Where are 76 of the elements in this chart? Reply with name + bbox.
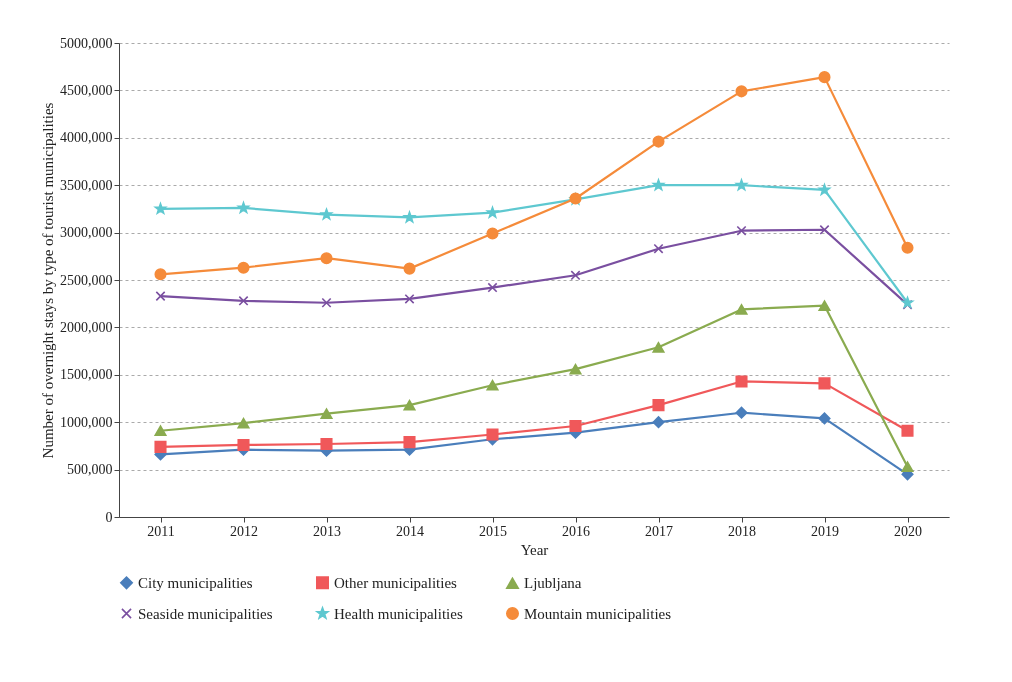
y-tick-label: 500,000 <box>67 462 113 478</box>
point <box>652 399 665 412</box>
point <box>818 300 831 311</box>
point <box>404 293 415 304</box>
point <box>320 408 333 420</box>
legend-label: Health municipalities <box>334 605 463 622</box>
x-axis-title: Year <box>520 541 549 558</box>
point <box>901 461 914 473</box>
point <box>487 282 498 293</box>
point <box>320 437 333 451</box>
point <box>569 363 582 375</box>
y-tick-label: 4500,000 <box>60 82 113 98</box>
x-tick-label: 2016 <box>562 523 590 539</box>
y-tick-label: 3000,000 <box>60 225 113 241</box>
legend-label: Mountain municipalities <box>524 605 672 622</box>
point <box>735 375 748 388</box>
legend-label: Other municipalities <box>334 574 458 591</box>
y-tick-label: 3500,000 <box>60 177 113 193</box>
point <box>155 291 166 302</box>
point <box>154 268 167 281</box>
point <box>652 416 665 429</box>
point <box>237 438 250 451</box>
x-tick-label: 2015 <box>479 523 507 539</box>
point <box>818 377 831 390</box>
point <box>320 208 333 220</box>
point <box>154 425 167 437</box>
point <box>901 424 914 437</box>
x-tick-label: 2012 <box>230 523 258 539</box>
x-tick-label: 2019 <box>811 523 839 539</box>
point <box>486 206 499 218</box>
y-axis-title: Number of overnight stays by type of tourist municipalities <box>40 102 56 459</box>
point <box>238 295 249 306</box>
point <box>403 211 416 223</box>
point <box>818 183 831 195</box>
x-tick-label: 2014 <box>396 523 424 539</box>
point <box>154 202 167 214</box>
point <box>237 201 250 213</box>
point <box>403 262 416 275</box>
point <box>652 135 665 148</box>
legend-label: Ljubljana <box>524 575 582 592</box>
point <box>569 419 582 433</box>
point <box>403 436 416 449</box>
legend-label: City municipalities <box>138 574 253 591</box>
point <box>818 412 831 425</box>
point <box>570 270 581 281</box>
y-tick-label: 2500,000 <box>60 272 113 288</box>
y-tick-label: 4000,000 <box>60 130 113 146</box>
y-tick-label: 5000,000 <box>60 35 113 51</box>
y-tick-label: 2000,000 <box>60 319 113 335</box>
y-tick-label: 0 <box>105 509 113 525</box>
point <box>735 406 748 419</box>
legend-label: Seaside municipalities <box>138 605 273 622</box>
point <box>819 224 830 235</box>
point <box>653 243 664 254</box>
point <box>735 85 748 98</box>
point <box>321 297 332 308</box>
x-tick-label: 2011 <box>147 523 175 539</box>
point <box>486 379 499 391</box>
point <box>736 225 747 236</box>
point <box>735 304 748 315</box>
x-tick-label: 2017 <box>645 523 673 539</box>
point <box>154 440 167 453</box>
point <box>818 71 831 84</box>
y-tick-label: 1000,000 <box>60 414 113 430</box>
point <box>901 241 914 254</box>
y-tick-label: 1500,000 <box>60 367 113 383</box>
point <box>486 428 499 441</box>
point <box>320 252 333 265</box>
point <box>403 399 416 411</box>
x-tick-label: 2013 <box>313 523 341 539</box>
point <box>486 227 499 240</box>
x-tick-label: 2018 <box>728 523 756 539</box>
x-tick-label: 2020 <box>894 523 922 539</box>
point <box>237 261 250 274</box>
point <box>652 341 665 353</box>
point <box>237 417 250 429</box>
